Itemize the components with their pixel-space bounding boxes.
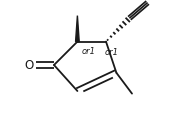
Text: or1: or1 xyxy=(81,47,95,56)
Text: or1: or1 xyxy=(105,48,119,57)
Polygon shape xyxy=(76,16,79,42)
Text: O: O xyxy=(24,58,33,72)
